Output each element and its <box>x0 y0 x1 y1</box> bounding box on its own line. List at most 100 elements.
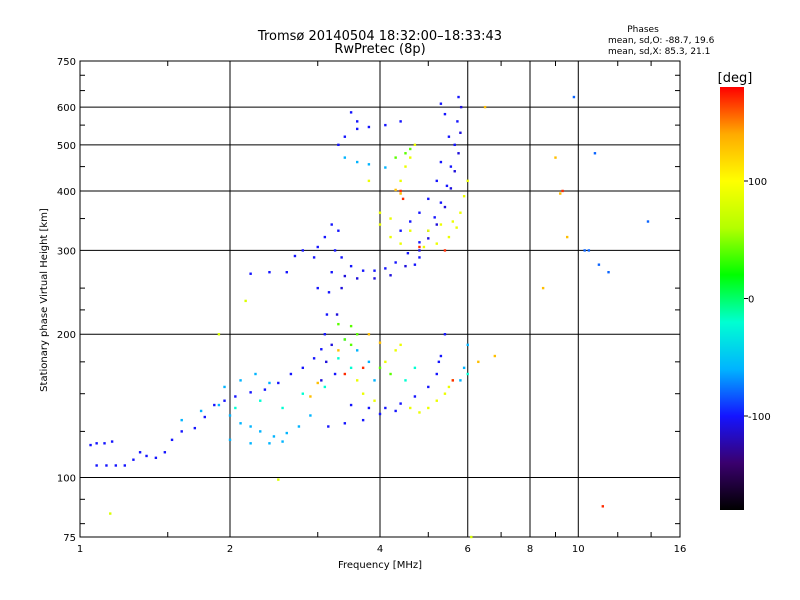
data-point <box>367 125 371 129</box>
data-point <box>449 187 453 190</box>
y-tick-label: 75 <box>63 533 76 544</box>
data-point <box>361 392 365 395</box>
data-point <box>223 399 226 402</box>
data-point <box>427 237 430 240</box>
data-point <box>399 189 402 193</box>
data-point <box>234 395 237 398</box>
data-point <box>483 105 487 109</box>
data-point <box>249 272 252 275</box>
data-point <box>378 412 382 416</box>
data-point <box>367 360 371 364</box>
data-point <box>409 406 412 410</box>
data-point <box>462 194 466 198</box>
data-point <box>330 343 333 347</box>
data-point <box>439 223 443 226</box>
data-point <box>455 226 458 229</box>
data-point <box>389 217 392 220</box>
data-point <box>399 229 402 232</box>
colorbar-tick-label: 100 <box>748 177 767 188</box>
data-point <box>418 256 421 259</box>
data-point <box>422 245 426 249</box>
data-point <box>145 454 148 458</box>
data-point <box>180 430 183 433</box>
data-point <box>323 385 327 389</box>
data-point <box>163 451 167 454</box>
x-tick-label: 8 <box>527 544 533 555</box>
data-point <box>244 299 247 303</box>
data-point <box>413 143 417 147</box>
data-point <box>213 403 216 407</box>
data-point <box>355 127 359 131</box>
data-point <box>443 392 447 395</box>
data-point <box>355 379 359 382</box>
data-point <box>389 274 392 277</box>
data-point <box>340 256 343 259</box>
data-point <box>316 245 319 249</box>
data-point <box>89 443 92 447</box>
y-tick-label: 750 <box>57 57 76 68</box>
data-point <box>337 357 340 360</box>
data-point <box>337 143 340 147</box>
data-point <box>349 324 353 328</box>
data-point <box>593 152 597 155</box>
data-point <box>312 256 316 259</box>
data-point <box>559 192 562 195</box>
data-point <box>309 414 312 417</box>
data-point <box>554 156 557 159</box>
colorbar-ticks: 100 0 -100 <box>744 177 771 423</box>
data-point <box>105 464 108 467</box>
chart-subtitle: RwPretec (8p) <box>334 42 425 57</box>
data-point <box>154 456 158 460</box>
data-point <box>301 366 305 370</box>
phase-line-o: mean, sd,O: -88.7, 19.6 <box>608 36 715 46</box>
x-tick-label: 2 <box>227 544 233 555</box>
data-point <box>373 379 376 382</box>
data-point <box>449 165 453 168</box>
data-point <box>325 360 328 364</box>
data-point <box>95 464 98 467</box>
data-point <box>281 440 284 443</box>
data-point <box>404 379 407 382</box>
data-point <box>437 360 441 364</box>
data-point <box>320 379 323 382</box>
data-point <box>323 333 327 336</box>
data-point <box>435 179 438 183</box>
data-point <box>254 372 257 376</box>
data-point <box>459 105 463 109</box>
data-point <box>399 242 402 245</box>
data-point <box>439 102 443 105</box>
data-point <box>312 357 316 360</box>
data-point <box>193 426 197 430</box>
data-point <box>272 435 276 438</box>
data-point <box>384 360 387 364</box>
data-point <box>404 165 407 168</box>
data-point <box>409 220 412 223</box>
grid-lines <box>80 61 680 537</box>
data-point <box>335 313 339 316</box>
data-point <box>203 415 206 419</box>
data-point <box>323 235 327 239</box>
data-point <box>462 366 466 370</box>
data-point <box>607 271 610 274</box>
data-point <box>123 464 126 467</box>
data-point <box>361 418 365 422</box>
data-point <box>427 385 430 389</box>
data-point <box>409 147 412 151</box>
data-point <box>297 425 301 428</box>
data-point <box>285 431 288 435</box>
data-point <box>399 192 402 195</box>
data-point <box>443 333 447 336</box>
phase-heading: Phases <box>627 25 659 35</box>
data-point <box>249 391 252 394</box>
data-point <box>435 399 438 402</box>
data-point <box>367 163 371 166</box>
data-point <box>384 267 387 270</box>
y-tick-label: 200 <box>57 330 76 341</box>
data-point <box>384 406 387 410</box>
colorbar-label: [deg] <box>718 71 753 86</box>
data-point <box>110 440 114 443</box>
data-point <box>399 343 402 347</box>
data-point <box>399 120 402 123</box>
data-point <box>427 406 430 410</box>
data-points <box>89 95 650 539</box>
